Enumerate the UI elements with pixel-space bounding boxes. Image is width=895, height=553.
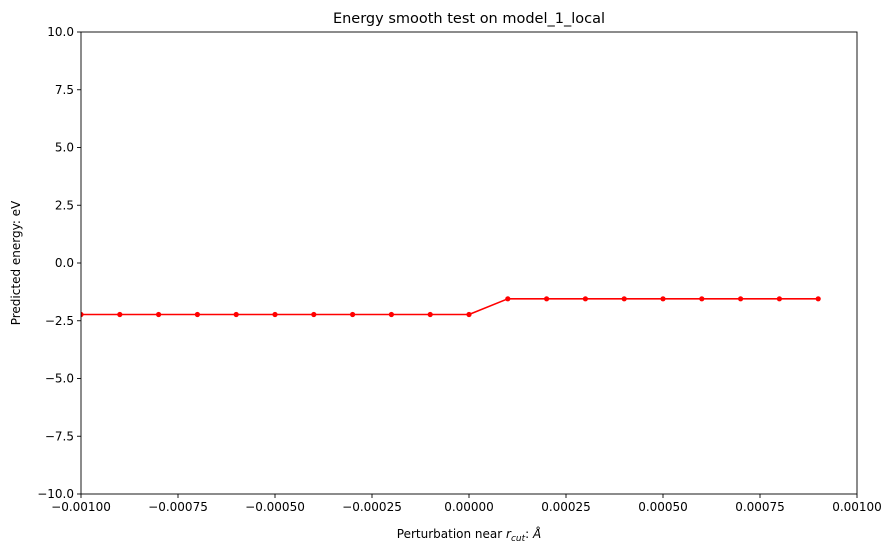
data-point [815, 296, 821, 302]
y-tick-label: −7.5 [45, 429, 74, 443]
x-axis-label-subscript: cut [511, 534, 526, 544]
y-tick-label: 10.0 [47, 25, 74, 39]
data-point [738, 296, 744, 302]
y-tick-label: −5.0 [45, 372, 74, 386]
y-tick-label: 2.5 [55, 198, 74, 212]
x-tick-label: 0.00000 [444, 500, 494, 514]
x-axis-label: Perturbation near rcut: Å [397, 526, 541, 544]
data-point [350, 311, 356, 318]
x-tick-label: 0.00100 [832, 500, 882, 514]
series-line [81, 298, 819, 316]
data-point [699, 296, 705, 302]
data-point [427, 311, 433, 318]
x-axis-label-prefix: Perturbation near [397, 527, 506, 541]
series-points [81, 296, 821, 318]
x-axis-label-symbol: r [506, 527, 512, 541]
data-point [81, 311, 84, 318]
chart-title: Energy smooth test on model_1_local [333, 11, 605, 27]
y-axis-label: Predicted energy: eV [9, 200, 23, 325]
x-tick-label: 0.00075 [735, 500, 785, 514]
y-axis-ticks: 10.0 7.5 5.0 2.5 0.0 −2.5 −5.0 −7.5 −10.0 [37, 25, 81, 501]
x-tick-label: −0.00050 [245, 500, 305, 514]
y-tick-label: 0.0 [55, 256, 74, 270]
x-tick-label: 0.00025 [541, 500, 591, 514]
x-axis-ticks: −0.00100 −0.00075 −0.00050 −0.00025 0.00000 0… [51, 494, 882, 514]
data-point [505, 296, 511, 302]
x-tick-label: −0.00075 [148, 500, 208, 514]
data-point [466, 311, 472, 318]
x-tick-label: −0.00025 [342, 500, 402, 514]
x-axis-label-unit: Å [532, 526, 541, 541]
data-point [311, 311, 317, 318]
data-point [582, 296, 589, 302]
y-tick-label: 5.0 [55, 141, 74, 155]
data-point [776, 296, 783, 302]
x-tick-label: −0.00100 [51, 500, 111, 514]
data-point [194, 311, 200, 318]
x-axis-label-suffix: : [525, 527, 533, 541]
x-tick-label: 0.00050 [638, 500, 688, 514]
data-point [117, 311, 123, 318]
y-tick-label: −2.5 [45, 314, 74, 328]
plot-frame [80, 31, 858, 495]
data-point [544, 296, 550, 302]
data-point [621, 296, 627, 302]
y-tick-label: 7.5 [55, 83, 74, 97]
data-point [233, 311, 239, 318]
data-point [388, 311, 394, 318]
data-point [272, 311, 278, 318]
data-point [156, 311, 162, 318]
y-tick-label: −10.0 [37, 487, 74, 501]
data-point [660, 296, 666, 302]
